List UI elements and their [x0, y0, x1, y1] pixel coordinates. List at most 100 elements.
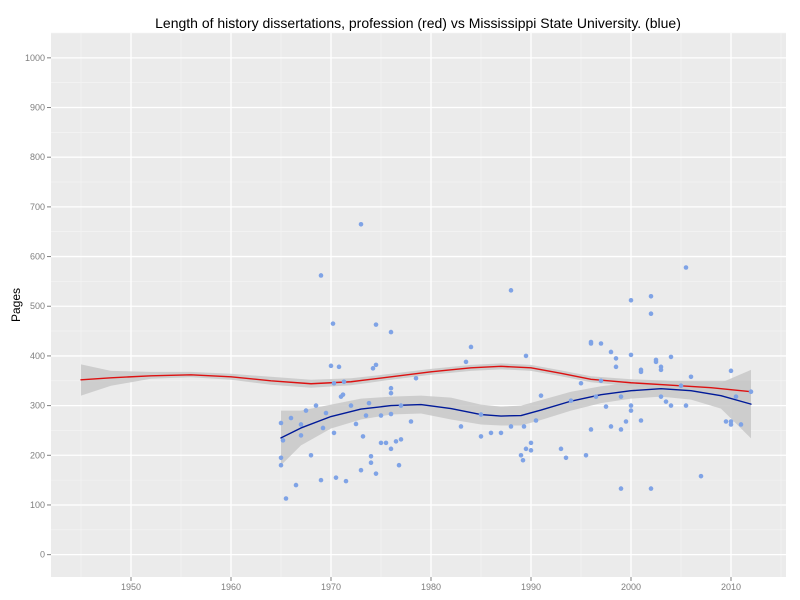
data-point [520, 457, 526, 463]
y-tick-label: 800 [30, 152, 45, 162]
data-point [638, 369, 644, 375]
data-point [353, 421, 359, 427]
data-point [341, 379, 347, 385]
data-point [538, 393, 544, 398]
data-point [668, 354, 674, 360]
data-point [723, 419, 729, 424]
data-point [728, 422, 734, 427]
data-point [593, 394, 599, 399]
data-point [398, 437, 404, 442]
data-point [413, 375, 419, 381]
data-point [293, 482, 299, 488]
data-point [278, 420, 284, 426]
data-points [278, 221, 754, 501]
data-point [623, 419, 629, 424]
data-point [328, 363, 334, 369]
data-point [663, 399, 669, 404]
data-point [618, 394, 624, 399]
data-point [618, 427, 624, 432]
data-point [318, 477, 324, 483]
data-point [388, 411, 394, 417]
data-point [278, 455, 284, 461]
data-point [488, 430, 494, 436]
data-point [358, 221, 364, 227]
data-point [638, 418, 644, 423]
data-point [333, 475, 339, 480]
data-point [298, 422, 304, 427]
data-point [648, 294, 654, 299]
y-tick-label: 500 [30, 301, 45, 311]
data-point [330, 321, 336, 326]
data-point [578, 380, 584, 386]
chart-title: Length of history dissertations, profess… [155, 15, 681, 31]
data-point [368, 453, 374, 459]
data-point [533, 418, 539, 423]
data-point [613, 364, 619, 370]
y-tick-label: 900 [30, 103, 45, 113]
data-point [343, 478, 349, 484]
data-point [653, 359, 659, 365]
y-tick-label: 700 [30, 202, 45, 212]
data-point [358, 467, 364, 473]
data-point [528, 448, 534, 453]
y-tick-label: 600 [30, 252, 45, 262]
y-axis-label: Pages [9, 288, 23, 322]
data-point [368, 460, 374, 466]
data-point [658, 394, 664, 399]
data-point [370, 366, 376, 371]
data-point [348, 403, 354, 408]
data-point [298, 433, 304, 438]
data-point [738, 422, 744, 427]
data-point [478, 434, 484, 439]
data-point [628, 403, 634, 408]
y-tick-label: 100 [30, 500, 45, 510]
data-point [363, 413, 369, 418]
x-axis: 1950 1960 1970 1980 1990 2000 2010 [121, 577, 741, 592]
data-point [628, 297, 634, 303]
data-point [463, 359, 469, 365]
smooth-lines [80, 365, 752, 439]
data-point [528, 440, 534, 446]
data-point [588, 427, 594, 432]
data-point [313, 403, 319, 408]
data-point [283, 496, 289, 501]
confidence-ribbon-2 [281, 369, 751, 466]
data-point [388, 390, 394, 396]
x-tick-label: 1950 [121, 582, 141, 592]
data-point [278, 462, 284, 468]
profession-trend-line [80, 365, 752, 393]
data-point [523, 446, 529, 452]
data-point [303, 408, 309, 413]
x-tick-label: 1960 [221, 582, 241, 592]
x-tick-label: 1970 [321, 582, 341, 592]
data-point [373, 471, 379, 476]
grid-minor [51, 32, 786, 577]
data-point [366, 400, 372, 406]
data-point [608, 424, 614, 429]
data-point [378, 413, 384, 418]
data-point [583, 452, 589, 458]
data-point [508, 288, 514, 293]
data-point [698, 473, 704, 479]
data-point [598, 341, 604, 346]
data-point [521, 424, 527, 429]
data-point [628, 352, 634, 358]
y-axis: 0 100 200 300 400 500 600 700 800 900 1000 [25, 53, 51, 560]
x-tick-label: 2000 [621, 582, 641, 592]
data-point [728, 368, 734, 374]
data-point [683, 403, 689, 408]
data-point [628, 408, 634, 413]
data-point [688, 374, 694, 380]
data-point [618, 486, 624, 491]
data-point [563, 455, 569, 461]
data-point [498, 430, 504, 436]
data-point [331, 380, 337, 386]
data-point [318, 273, 324, 278]
data-point [748, 389, 754, 394]
data-point [388, 385, 394, 391]
x-tick-label: 1990 [521, 582, 541, 592]
data-point [733, 394, 739, 399]
data-point [683, 265, 689, 270]
data-point [523, 353, 529, 359]
